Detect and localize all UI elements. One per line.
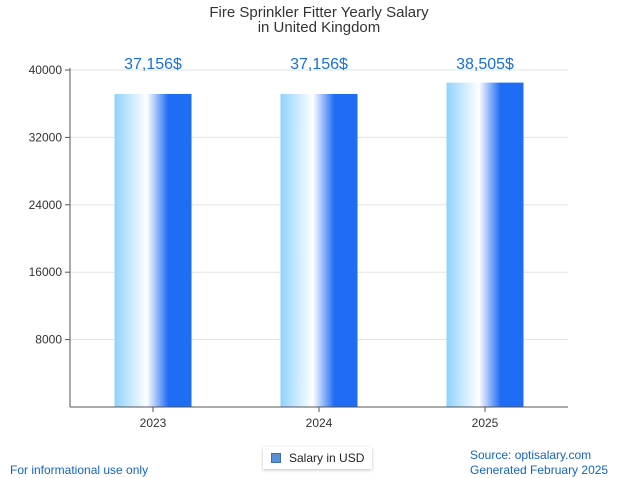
- legend-swatch: [271, 453, 281, 463]
- chart-title-line-1: Fire Sprinkler Fitter Yearly Salary: [209, 4, 429, 21]
- data-labels: 37,156$ 37,156$ 38,505$: [124, 56, 514, 73]
- source-link[interactable]: Source: optisalary.com: [470, 448, 592, 462]
- bars: [114, 82, 524, 408]
- generated-date: Generated February 2025: [470, 463, 609, 477]
- bar-2025[interactable]: [446, 82, 524, 408]
- x-tick-label-2024: 2024: [306, 416, 333, 430]
- data-label-2023: 37,156$: [124, 56, 182, 73]
- legend-label: Salary in USD: [289, 451, 365, 465]
- data-label-2024: 37,156$: [290, 56, 348, 73]
- disclaimer-text: For informational use only: [10, 463, 149, 477]
- data-label-2025: 38,505$: [456, 56, 514, 73]
- y-axis-ticks: 8000 16000 24000 32000 40000: [29, 63, 70, 347]
- y-tick-label: 16000: [29, 265, 63, 279]
- y-tick-label: 8000: [35, 333, 62, 347]
- source-block: Source: optisalary.com Generated Februar…: [470, 448, 608, 478]
- y-tick-label: 40000: [29, 63, 63, 77]
- x-axis-ticks: 2023 2024 2025: [140, 407, 499, 430]
- y-tick-label: 32000: [29, 130, 63, 144]
- legend[interactable]: Salary in USD: [263, 447, 373, 469]
- bar-2023[interactable]: [114, 93, 192, 408]
- x-tick-label-2025: 2025: [472, 416, 499, 430]
- bar-2024[interactable]: [280, 93, 358, 408]
- x-tick-label-2023: 2023: [140, 416, 167, 430]
- y-tick-label: 24000: [29, 198, 63, 212]
- chart-title-line-2: in United Kingdom: [258, 19, 381, 36]
